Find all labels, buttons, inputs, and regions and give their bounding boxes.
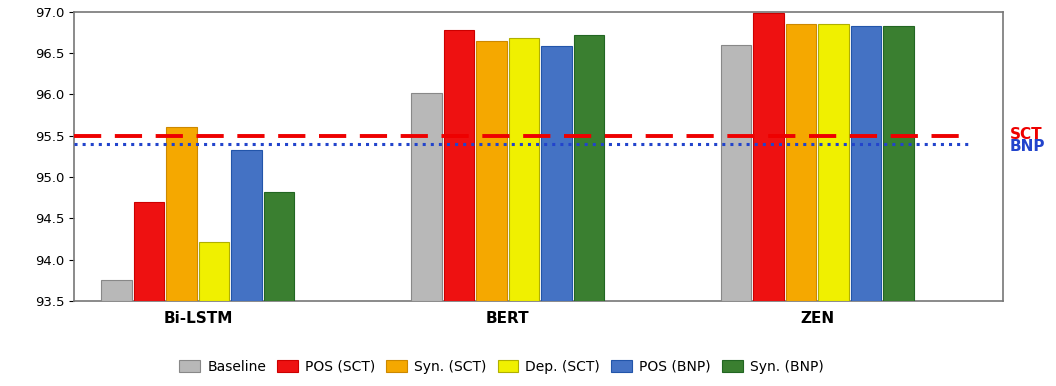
Bar	[884, 27, 913, 301]
Legend: Baseline, POS (SCT), Syn. (SCT), Dep. (SCT), POS (BNP), Syn. (BNP): Baseline, POS (SCT), Syn. (SCT), Dep. (S…	[174, 354, 829, 379]
Bar	[786, 24, 816, 301]
Bar	[721, 45, 751, 301]
Bar	[753, 13, 784, 301]
Bar	[476, 41, 507, 301]
Bar	[541, 46, 571, 301]
Bar	[134, 202, 165, 301]
Bar	[411, 93, 441, 301]
Bar	[231, 150, 262, 301]
Text: SCT: SCT	[1010, 127, 1042, 142]
Bar	[166, 127, 196, 301]
Bar	[444, 30, 474, 301]
Bar	[199, 242, 229, 301]
Bar	[264, 192, 295, 301]
Text: BNP: BNP	[1010, 139, 1044, 154]
Bar	[818, 24, 849, 301]
Bar	[101, 280, 132, 301]
Bar	[851, 27, 882, 301]
Bar	[573, 35, 604, 301]
Bar	[509, 38, 540, 301]
